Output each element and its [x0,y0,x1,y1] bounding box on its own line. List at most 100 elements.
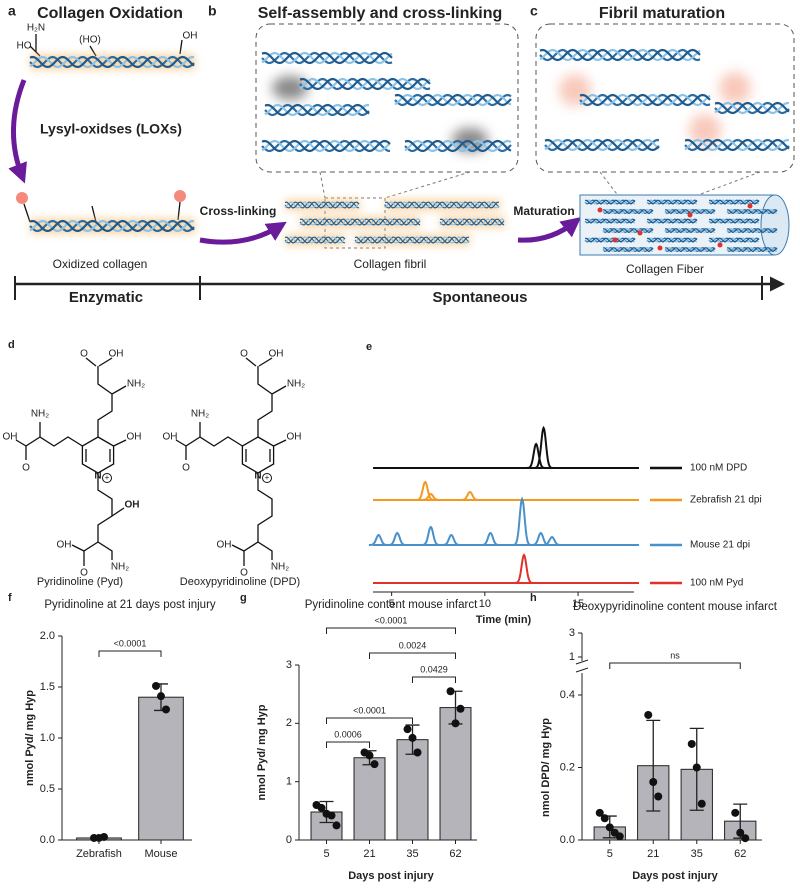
collagen-helix [299,77,431,91]
atom-label: NH₂ [111,562,129,573]
zoom-lines [599,171,761,199]
collagen-helix [284,236,346,244]
significance-bracket [326,717,413,724]
atom-label: N [254,471,261,482]
side-chain [29,34,183,57]
bonds [15,422,83,460]
collagen-helix [664,246,716,253]
atom-label: OH [183,31,198,42]
collagen-helix [354,236,470,244]
y-tick-label: 1.0 [40,732,55,744]
atom-label: OH [217,540,232,551]
collagen-helix [664,228,716,234]
aldehyde [174,190,186,202]
x-tick-label: 15 [572,598,584,610]
y-tick-label: 0.2 [560,761,575,773]
collagen-helix [726,227,778,234]
collagen-helix [261,139,391,153]
aldehyde [16,192,28,204]
ring [241,436,275,474]
panel-letter: a [8,3,16,19]
x-tick-label: 35 [691,848,703,860]
significance-bracket [609,662,741,669]
data-point [370,760,379,769]
collagen-helix [264,103,370,117]
collagen-helix [29,219,195,233]
collagen-helix [394,93,512,107]
collagen-helix [404,139,512,153]
collagen-helix [539,48,701,62]
data-point [451,719,460,728]
charge-sign: + [105,473,110,482]
data-point [741,834,750,843]
x-axis-label: Days post injury [348,870,434,882]
panel-title: Collagen Oxidation [37,5,183,22]
bar [138,696,184,841]
collagen-helix [544,138,660,152]
collagen-helix [726,208,778,215]
lox-arrow [8,79,27,184]
bonds [71,439,127,566]
data-point [644,710,653,719]
collagen-helix [602,209,654,215]
collagen-helix [664,227,716,234]
collagen-helix [708,237,760,243]
collagen-helix [544,138,660,152]
collagen-helix [299,77,431,91]
significance-bracket [369,652,456,659]
collagen-helix [726,246,778,252]
peak [460,490,480,501]
collagen-helix [726,208,778,214]
data-point [365,751,374,760]
peak [441,533,461,546]
collagen-helix [664,208,716,214]
peak [415,480,435,501]
panel-letter: f [8,592,12,604]
collagen-helix [584,237,636,243]
p-value: <0.0001 [114,638,147,648]
fiber-body [579,194,776,256]
data-point [605,823,614,832]
x-tick-label: 62 [734,848,746,860]
y-tick-label: 0.0 [40,834,55,846]
caption: Oxidized collagen [53,257,148,271]
atom-label: OH [3,432,18,443]
data-point [654,792,663,801]
collagen-helix [584,199,636,205]
collagen-helix [708,199,760,205]
collagen-helix [284,201,360,209]
peak [421,525,441,546]
data-point [687,739,696,748]
collagen-helix [708,218,760,224]
legend-label: Zebrafish 21 dpi [690,495,762,506]
x-tick-label: 62 [449,848,461,860]
caption: Collagen fibril [354,257,427,271]
collagen-helix [708,218,760,224]
collagen-helix [261,51,393,65]
atom-label: NH₂ [31,409,49,420]
zoom-box [535,23,795,173]
collagen-helix [602,246,654,252]
collagen-helix [646,237,698,243]
chart-title: Pyridinoline content mouse infarct [305,599,478,611]
collagen-helix [602,227,654,233]
collagen-helix [664,227,716,233]
crosslink-highlight [559,74,591,106]
collagen-helix [646,237,698,243]
collagen-helix [284,201,360,209]
y-axis-label: nmol Pyd/ mg Hyp [256,704,268,800]
y-axis-label: nmol DPD/ mg Hyp [540,718,552,817]
legend-label: 100 nM DPD [690,463,747,474]
crosslink-highlight [719,72,751,104]
x-tick-label: 10 [479,598,491,610]
collagen-helix [726,228,778,234]
x-tick-label: 21 [647,848,659,860]
ring [81,436,115,474]
peak [542,535,562,546]
atom-label: O [240,349,248,360]
panel-letter: h [530,592,537,604]
collagen-helix [708,218,760,224]
data-point [157,692,165,701]
collagen-helix [602,208,654,215]
